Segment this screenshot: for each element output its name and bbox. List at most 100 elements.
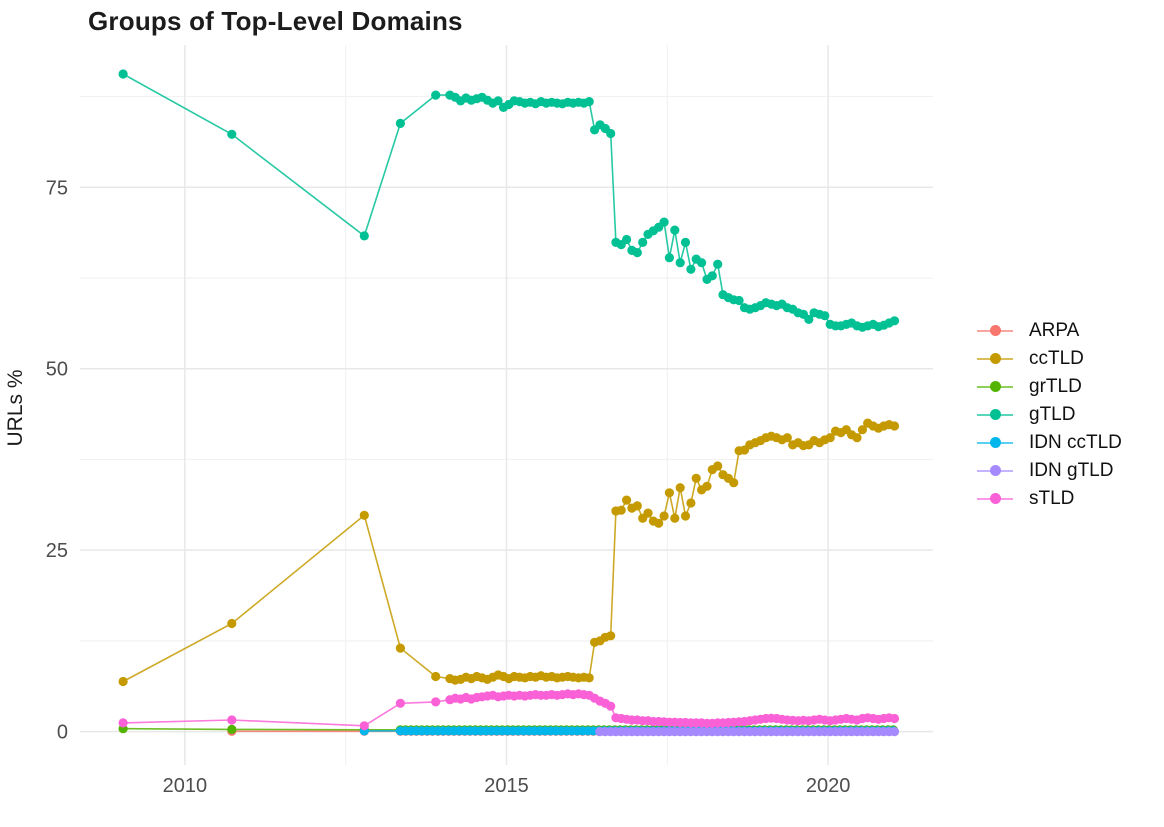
series-line-cctld (122, 422, 895, 683)
data-point-gtld (804, 314, 814, 324)
chart-title: Groups of Top-Level Domains (88, 6, 463, 36)
legend-item-idn-gtld: IDN gTLD (977, 460, 1122, 481)
y-tick-label: 0 (57, 722, 68, 744)
data-point-cctld (691, 473, 701, 483)
legend-item-idn-cctld: IDN ccTLD (977, 432, 1122, 453)
data-point-cctld (825, 433, 835, 443)
data-point-gtld (632, 248, 642, 258)
data-point-grtld (227, 724, 237, 735)
legend-key-dot (989, 409, 1001, 420)
data-point-cctld (654, 518, 664, 528)
data-point-cctld (729, 478, 739, 488)
data-point-cctld (395, 643, 405, 653)
data-point-cctld (670, 513, 680, 523)
data-point-cctld (643, 508, 653, 518)
legend-item-gtld: gTLD (977, 404, 1122, 425)
legend-key-icon (977, 488, 1013, 509)
data-point-cctld (632, 501, 642, 511)
data-point-cctld (664, 488, 675, 498)
legend-key-icon (977, 404, 1013, 425)
legend-label-grtld: grTLD (1029, 375, 1082, 397)
data-point-cctld (622, 495, 632, 505)
data-point-cctld (616, 505, 626, 515)
legend-item-arpa: ARPA (977, 320, 1122, 341)
data-point-stld (118, 718, 128, 728)
legend-label-stld: sTLD (1029, 487, 1075, 509)
x-tick-label: 2015 (484, 775, 529, 797)
data-point-cctld (713, 461, 723, 471)
data-point-stld (889, 713, 900, 724)
legend-key-dot (989, 493, 1001, 504)
legend-key-icon (977, 432, 1013, 453)
data-point-cctld (852, 433, 862, 443)
data-point-cctld (680, 511, 691, 521)
data-point-gtld (395, 118, 405, 128)
legend-key-dot (989, 381, 1001, 392)
data-point-gtld (118, 69, 128, 79)
series-line-gtld (122, 73, 895, 329)
legend-label-gtld: gTLD (1029, 403, 1076, 425)
data-point-stld (395, 698, 405, 708)
data-point-gtld (686, 264, 696, 274)
data-point-gtld (638, 237, 648, 247)
legend: ARPA ccTLD grTLD gTLD IDN ccTLD IDN gTLD sTLD (977, 320, 1122, 509)
data-point-gtld (889, 316, 900, 326)
data-point-gtld (584, 97, 594, 107)
legend-item-grtld: grTLD (977, 376, 1122, 397)
legend-key-dot (989, 353, 1001, 364)
data-point-gtld (734, 295, 744, 306)
data-point-cctld (686, 498, 696, 508)
legend-key-icon (977, 320, 1013, 341)
data-point-gtld (713, 259, 723, 269)
data-point-cctld (431, 671, 441, 682)
legend-key-icon (977, 460, 1013, 481)
data-point-gtld (431, 90, 441, 100)
legend-key-icon (977, 376, 1013, 397)
legend-key-dot (989, 437, 1001, 448)
data-point-stld (227, 715, 237, 725)
data-point-cctld (606, 631, 616, 641)
data-point-gtld (359, 231, 369, 241)
data-point-cctld (702, 481, 712, 491)
data-point-gtld (659, 217, 669, 227)
data-point-gtld (675, 258, 685, 268)
data-point-gtld (820, 311, 830, 321)
data-point-stld (359, 721, 369, 731)
y-tick-label: 25 (46, 540, 68, 562)
data-point-cctld (857, 425, 868, 435)
data-point-cctld (584, 673, 594, 683)
legend-key-icon (977, 348, 1013, 369)
data-point-gtld (622, 234, 632, 245)
data-point-gtld (680, 237, 691, 247)
data-point-stld (431, 697, 441, 707)
legend-key-dot (989, 465, 1001, 476)
data-point-cctld (227, 618, 237, 629)
data-point-cctld (659, 511, 669, 521)
legend-label-idn-cctld: IDN ccTLD (1029, 431, 1122, 453)
legend-label-cctld: ccTLD (1029, 347, 1084, 369)
data-point-cctld (359, 510, 369, 520)
data-point-gtld (670, 225, 680, 235)
data-point-gtld (697, 258, 707, 268)
data-point-stld (606, 701, 616, 711)
data-point-gtld (707, 271, 717, 281)
legend-item-stld: sTLD (977, 488, 1122, 509)
y-tick-label: 50 (46, 359, 68, 381)
legend-label-arpa: ARPA (1029, 319, 1080, 341)
data-point-gtld (664, 253, 675, 263)
data-point-cctld (118, 676, 128, 687)
y-tick-label: 75 (46, 177, 68, 199)
data-point-gtld (493, 96, 503, 106)
data-point-gtld (606, 128, 616, 139)
legend-label-idn-gtld: IDN gTLD (1029, 459, 1114, 481)
legend-item-cctld: ccTLD (977, 348, 1122, 369)
data-point-cctld (782, 433, 792, 443)
x-tick-label: 2020 (806, 775, 851, 797)
x-tick-label: 2010 (163, 775, 208, 797)
data-point-cctld (889, 421, 900, 431)
data-point-idn-gtld (889, 727, 900, 737)
legend-key-dot (989, 325, 1001, 336)
data-point-gtld (227, 129, 237, 139)
